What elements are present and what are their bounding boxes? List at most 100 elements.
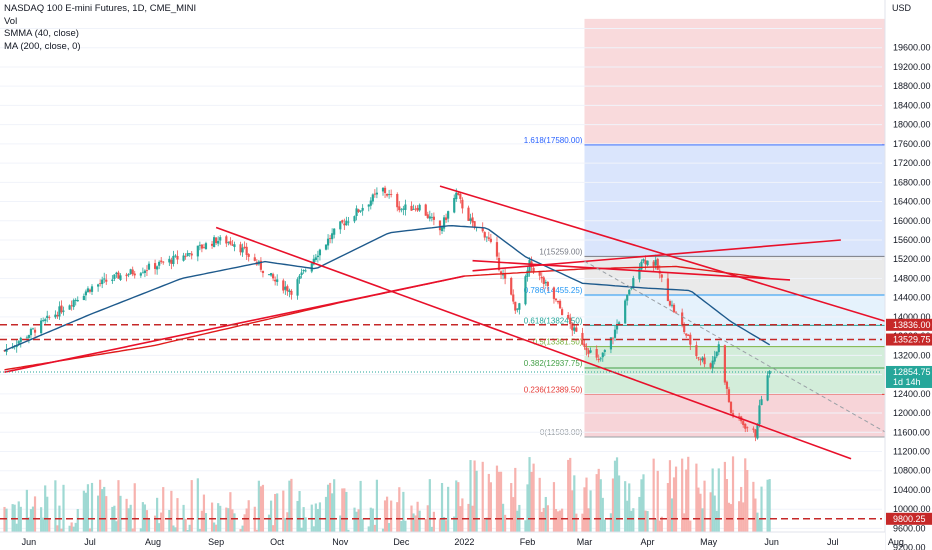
candle-body xyxy=(469,218,472,221)
volume-bar xyxy=(186,529,189,532)
volume-bar xyxy=(160,512,163,532)
countdown-label: 1d 14h xyxy=(893,377,921,387)
candle-body xyxy=(396,194,399,208)
candle-body xyxy=(31,328,35,330)
volume-bar xyxy=(298,491,301,532)
volume-bar xyxy=(288,480,291,532)
candle-body xyxy=(715,351,718,357)
candle-body xyxy=(40,320,43,334)
volume-bar xyxy=(86,484,90,532)
volume-bar xyxy=(72,526,75,532)
volume-bar xyxy=(31,506,35,532)
time-axis[interactable]: Jun Jul Aug Sep Oct Nov Dec 2022 Feb Mar Apr May Jun… xyxy=(0,531,904,550)
candle-body xyxy=(227,241,230,243)
candle-body xyxy=(717,344,720,353)
volume-bar xyxy=(304,517,307,532)
candle-body xyxy=(231,244,234,246)
volume-bar xyxy=(125,498,128,532)
candle-body xyxy=(638,268,641,280)
volume-bar xyxy=(347,529,350,532)
candle-body xyxy=(373,193,376,195)
candle-body xyxy=(127,274,130,276)
volume-bar xyxy=(233,513,236,532)
volume-bar xyxy=(243,514,246,532)
volume-bar xyxy=(133,483,136,532)
fib-zone-0.236 xyxy=(584,394,896,437)
volume-bar xyxy=(213,522,216,532)
candle-body xyxy=(388,194,391,195)
volume-bar xyxy=(432,511,435,532)
candle-body xyxy=(390,194,393,195)
candle-body xyxy=(727,389,731,403)
candle-body xyxy=(247,254,250,257)
y-tick-label: 14400.00 xyxy=(893,293,931,303)
price-axis[interactable]: USD8800.009200.009600.0010000.0010400.00… xyxy=(884,0,932,550)
candle-body xyxy=(314,257,317,260)
volume-bar xyxy=(70,522,73,532)
candle-body xyxy=(54,314,57,318)
candle-body xyxy=(339,221,342,230)
trendline-4 xyxy=(472,259,791,281)
volume-bar xyxy=(711,468,714,532)
volume-bar xyxy=(170,490,173,532)
volume-bar xyxy=(357,509,360,532)
y-tick-label: 14800.00 xyxy=(893,273,931,283)
volume-bar xyxy=(44,485,47,532)
volume-bar xyxy=(532,463,535,532)
candle-body xyxy=(404,204,407,210)
y-tick-label: 16400.00 xyxy=(893,197,931,207)
volume-bar xyxy=(115,521,118,532)
candle-body xyxy=(538,272,541,276)
candle-body xyxy=(432,216,435,220)
candle-body xyxy=(359,210,362,212)
y-tick-label: 10400.00 xyxy=(893,485,931,495)
candle-body xyxy=(158,261,161,266)
volume-bar xyxy=(172,525,175,532)
candle-body xyxy=(483,232,486,238)
candle-body xyxy=(261,270,265,274)
volume-bar xyxy=(127,508,130,532)
candle-body xyxy=(569,317,572,325)
volume-bar xyxy=(168,510,171,532)
volume-bar xyxy=(17,501,20,532)
volume-bar xyxy=(90,482,94,532)
volume-bar xyxy=(414,515,417,532)
volume-bar xyxy=(442,517,446,532)
volume-bar xyxy=(282,490,285,532)
volume-bar xyxy=(760,486,763,532)
fib-label-0.618: 0.618(13824.50) xyxy=(524,316,583,325)
candle-body xyxy=(459,194,462,199)
volume-bar xyxy=(312,526,315,532)
fib-label-0.382: 0.382(12937.75) xyxy=(524,359,583,368)
candle-body xyxy=(115,272,118,275)
volume-bar xyxy=(247,500,250,532)
horizontal-level-tag-2-bg xyxy=(886,333,932,346)
volume-bar xyxy=(371,508,374,532)
volume-bar xyxy=(646,511,649,532)
candle-body xyxy=(133,273,136,276)
candle-body xyxy=(668,301,672,306)
volume-bar xyxy=(62,484,65,532)
volume-bar xyxy=(74,522,77,532)
trendline-3 xyxy=(472,239,841,272)
candle-body xyxy=(141,272,144,274)
volume-bar xyxy=(475,470,478,532)
candle-body xyxy=(672,304,676,313)
x-tick-label: Aug xyxy=(145,537,161,547)
candle-body xyxy=(347,221,350,223)
volume-bar xyxy=(575,513,578,532)
drawings[interactable] xyxy=(0,185,932,520)
volume-bar xyxy=(542,507,545,532)
volume-bar xyxy=(595,474,598,532)
volume-bar xyxy=(601,497,604,532)
candle-body xyxy=(316,255,319,258)
candle-body xyxy=(444,217,448,220)
candle-body xyxy=(430,217,433,218)
candle-body xyxy=(752,428,755,430)
candle-body xyxy=(453,197,456,213)
volume-bar xyxy=(231,509,234,532)
volume-bar xyxy=(117,480,120,532)
candle-body xyxy=(70,305,73,307)
volume-bar xyxy=(300,527,303,532)
